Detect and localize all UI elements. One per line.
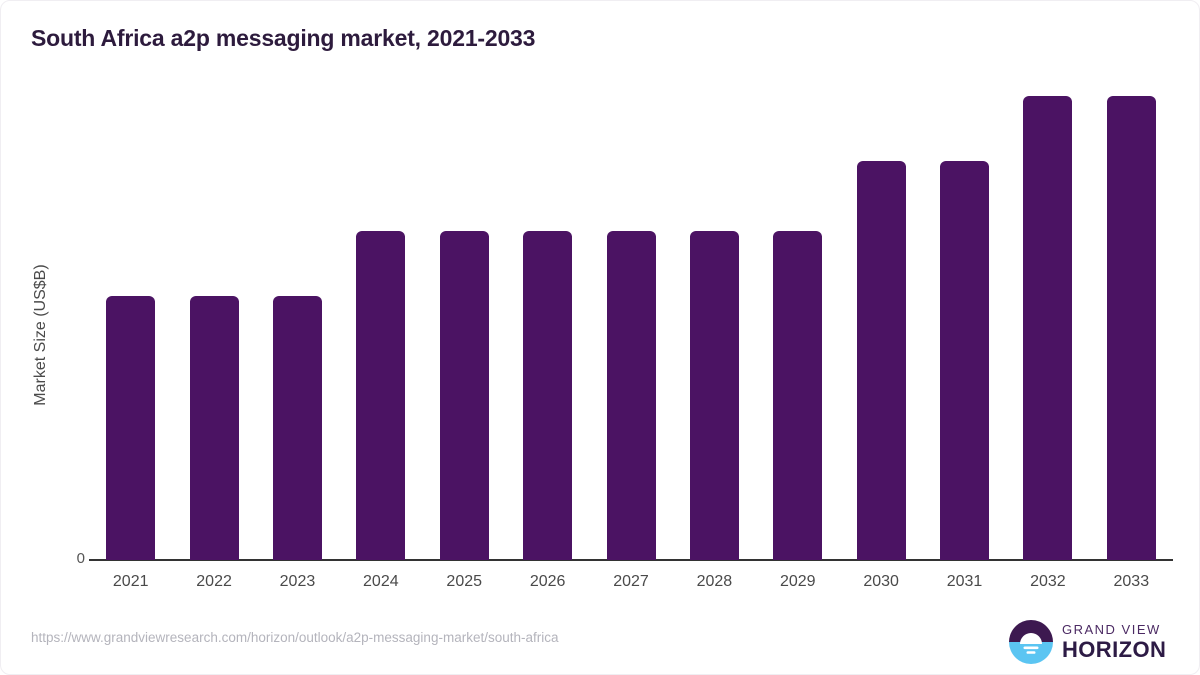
x-axis-label-2024: 2024 (363, 573, 399, 590)
x-axis-label-2021: 2021 (112, 573, 149, 590)
bar-slot (106, 96, 156, 560)
y-axis-title: Market Size (US$B) (32, 264, 49, 406)
bar-2029[interactable] (773, 230, 823, 560)
bar-slot (1106, 96, 1156, 560)
brand-logo[interactable]: GRAND VIEW HORIZON (1009, 619, 1174, 665)
x-axis-label-2032: 2032 (1030, 573, 1066, 590)
brand-name-secondary: HORIZON (1062, 637, 1167, 662)
x-axis-label-2031: 2031 (946, 573, 983, 590)
bar-slot (189, 96, 239, 560)
bar-2022[interactable] (189, 295, 239, 560)
brand-name-primary: GRAND VIEW (1062, 622, 1161, 637)
bar-2025[interactable] (439, 230, 489, 560)
bar-slot (523, 96, 573, 560)
x-axis-label-2025: 2025 (446, 573, 483, 590)
x-axis-label-2023: 2023 (279, 573, 316, 590)
y-axis-tick-zero: 0 (76, 550, 85, 567)
x-axis-label-2033: 2033 (1113, 573, 1150, 590)
bar-2031[interactable] (940, 160, 990, 560)
bar-slot (272, 96, 322, 560)
x-axis-label-2030: 2030 (863, 573, 899, 590)
bar-2030[interactable] (856, 160, 906, 560)
x-axis-labels: 2021 2022 2023 2024 2025 2026 2027 2028 2029 2030… (89, 573, 1173, 599)
bar-slot (439, 96, 489, 560)
bar-2024[interactable] (356, 230, 406, 560)
x-axis-label-2026: 2026 (529, 573, 566, 590)
bar-2028[interactable] (689, 230, 739, 560)
x-axis-label-2029: 2029 (779, 573, 816, 590)
bar-2023[interactable] (272, 295, 322, 560)
bar-slot (356, 96, 406, 560)
x-axis-label-2022: 2022 (196, 573, 232, 590)
bar-slot (856, 96, 906, 560)
x-axis-label-2027: 2027 (613, 573, 649, 590)
bar-slot (1023, 96, 1073, 560)
bar-2033[interactable] (1106, 96, 1156, 560)
bars-container (89, 96, 1173, 560)
bar-slot (773, 96, 823, 560)
source-url[interactable]: https://www.grandviewresearch.com/horizo… (31, 630, 559, 645)
page-title: South Africa a2p messaging market, 2021-… (31, 25, 536, 51)
x-axis-label-2028: 2028 (696, 573, 733, 590)
bar-slot (606, 96, 656, 560)
bar-2027[interactable] (606, 230, 656, 560)
bar-2026[interactable] (523, 230, 573, 560)
brand-wordmark: GRAND VIEW HORIZON (1062, 623, 1166, 661)
bar-slot (940, 96, 990, 560)
bar-2032[interactable] (1023, 96, 1073, 560)
bar-slot (689, 96, 739, 560)
bar-2021[interactable] (106, 295, 156, 560)
grand-view-horizon-logo-icon (1009, 620, 1053, 664)
